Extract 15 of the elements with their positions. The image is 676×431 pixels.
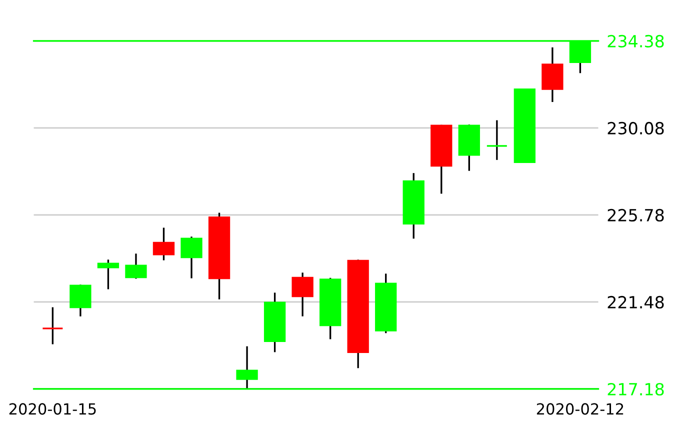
y-tick-label: 221.48: [608, 296, 664, 309]
candlestick: [70, 284, 92, 318]
y-tick-label: 225.78: [608, 208, 664, 222]
candlestick: [125, 252, 147, 280]
y-tick-label: 234.38: [608, 34, 664, 48]
x-tick-label: 2020-02-12: [536, 403, 624, 415]
candlestick: [292, 272, 314, 318]
candlestick: [42, 306, 64, 346]
y-tick-label: 217.18: [608, 382, 664, 396]
x-tick-label: 2020-01-15: [9, 403, 96, 415]
candlestick: [180, 236, 202, 280]
candlestick: [97, 258, 120, 290]
y-tick-label: 230.08: [608, 122, 664, 135]
candlestick: [486, 119, 508, 161]
candlestick: [152, 226, 175, 262]
